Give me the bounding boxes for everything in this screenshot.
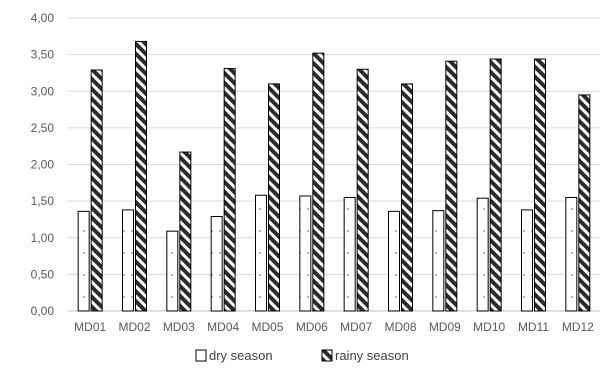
y-tick-label: 1,50 bbox=[31, 194, 55, 208]
x-tick-label: MD03 bbox=[163, 320, 195, 334]
y-tick-label: 2,00 bbox=[31, 158, 55, 172]
bar-dry-season bbox=[255, 194, 267, 312]
bar-rainy-season bbox=[135, 40, 147, 312]
x-tick-label: MD08 bbox=[384, 320, 416, 334]
bar-rainy-season bbox=[223, 68, 236, 312]
bar-dry-season bbox=[521, 209, 533, 312]
x-tick-label: MD02 bbox=[118, 320, 150, 334]
bars bbox=[77, 40, 591, 312]
y-tick-label: 3,50 bbox=[31, 48, 55, 62]
bar-dry-season bbox=[343, 196, 356, 312]
bar-rainy-season bbox=[489, 58, 502, 312]
bar-rainy-season bbox=[578, 94, 591, 312]
bar-dry-season bbox=[299, 195, 312, 312]
bar-dry-season bbox=[388, 210, 400, 312]
legend-swatch-rainy-season bbox=[321, 349, 333, 362]
x-tick-label: MD10 bbox=[473, 320, 505, 334]
x-tick-label: MD04 bbox=[207, 320, 239, 334]
legend: dry season rainy season bbox=[195, 348, 409, 363]
bar-dry-season bbox=[476, 197, 489, 312]
y-tick-label: 4,00 bbox=[31, 11, 55, 25]
x-tick-label: MD11 bbox=[518, 320, 549, 334]
bar-dry-season bbox=[210, 216, 223, 312]
bar-dry-season bbox=[77, 210, 90, 312]
bar-rainy-season bbox=[445, 60, 458, 312]
x-tick-label: MD09 bbox=[429, 320, 461, 334]
y-tick-label: 0,50 bbox=[31, 267, 55, 281]
y-axis: 0,00 0,50 1,00 1,50 2,00 2,50 3,00 3,50 4,00 bbox=[31, 11, 55, 318]
x-tick-label: MD07 bbox=[340, 320, 372, 334]
x-tick-label: MD06 bbox=[296, 320, 328, 334]
y-tick-label: 0,00 bbox=[31, 304, 55, 318]
bar-rainy-season bbox=[90, 69, 103, 312]
bar-rainy-season bbox=[312, 52, 325, 312]
y-tick-label: 2,50 bbox=[31, 121, 55, 135]
bar-dry-season bbox=[432, 210, 445, 312]
gridlines bbox=[68, 17, 600, 312]
legend-label-rainy-season: rainy season bbox=[335, 348, 409, 363]
bar-rainy-season bbox=[356, 68, 369, 312]
x-tick-label: MD05 bbox=[251, 320, 283, 334]
x-axis: MD01 MD02 MD03 MD04 MD05 MD06 MD07 MD08 MD09 MD10… bbox=[74, 320, 594, 334]
x-tick-label: MD01 bbox=[74, 320, 106, 334]
bar-dry-season bbox=[565, 196, 578, 312]
y-tick-label: 1,00 bbox=[31, 231, 55, 245]
bar-dry-season bbox=[166, 230, 179, 312]
bar-rainy-season bbox=[401, 83, 413, 312]
x-tick-label: MD12 bbox=[562, 320, 594, 334]
bar-rainy-season bbox=[179, 151, 192, 312]
bar-dry-season bbox=[122, 209, 134, 312]
legend-swatch-dry-season bbox=[195, 349, 207, 362]
y-tick-label: 3,00 bbox=[31, 84, 55, 98]
legend-label-dry-season: dry season bbox=[209, 348, 273, 363]
bar-rainy-season bbox=[268, 83, 280, 312]
bar-rainy-season bbox=[534, 58, 546, 312]
